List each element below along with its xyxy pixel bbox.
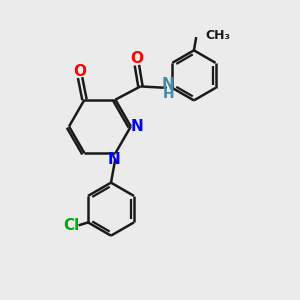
Text: H: H <box>163 87 174 101</box>
Text: CH₃: CH₃ <box>205 29 230 42</box>
Text: Cl: Cl <box>64 218 80 233</box>
Text: N: N <box>108 152 120 167</box>
Text: O: O <box>130 51 143 66</box>
Text: O: O <box>74 64 87 79</box>
Text: N: N <box>131 119 144 134</box>
Text: N: N <box>162 77 175 92</box>
